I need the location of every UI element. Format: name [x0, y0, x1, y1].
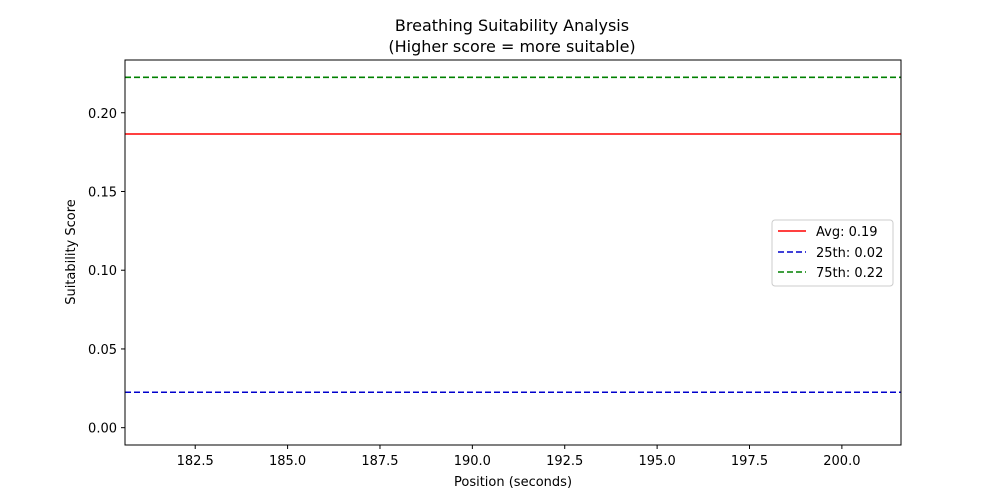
chart-subtitle: (Higher score = more suitable): [388, 37, 635, 56]
legend-label-avg: Avg: 0.19: [816, 225, 878, 240]
x-axis-label: Position (seconds): [454, 475, 572, 490]
x-tick-label: 187.5: [361, 454, 398, 469]
x-tick-label: 192.5: [546, 454, 583, 469]
y-axis: 0.00 0.05 0.10 0.15 0.20: [88, 107, 125, 437]
plot-frame: [124, 59, 902, 446]
legend-label-75th: 75th: 0.22: [816, 266, 883, 281]
x-tick-label: 182.5: [177, 454, 214, 469]
chart-title: Breathing Suitability Analysis: [395, 16, 629, 35]
y-tick-label: 0.00: [88, 422, 117, 437]
x-tick-label: 200.0: [823, 454, 860, 469]
x-tick-label: 190.0: [454, 454, 491, 469]
legend-label-25th: 25th: 0.02: [816, 246, 883, 261]
legend: Avg: 0.19 25th: 0.02 75th: 0.22: [771, 219, 894, 287]
series-layer: [125, 76, 901, 394]
y-tick-label: 0.05: [88, 343, 117, 358]
y-tick-label: 0.10: [88, 264, 117, 279]
x-tick-label: 197.5: [731, 454, 768, 469]
y-axis-label: Suitability Score: [64, 199, 79, 305]
x-axis: 182.5 185.0 187.5 190.0 192.5 195.0 197.5 200.0: [177, 445, 860, 469]
legend-box: [771, 219, 894, 287]
x-tick-label: 195.0: [639, 454, 676, 469]
y-tick-label: 0.15: [88, 185, 117, 200]
y-tick-label: 0.20: [88, 107, 117, 122]
x-tick-label: 185.0: [269, 454, 306, 469]
